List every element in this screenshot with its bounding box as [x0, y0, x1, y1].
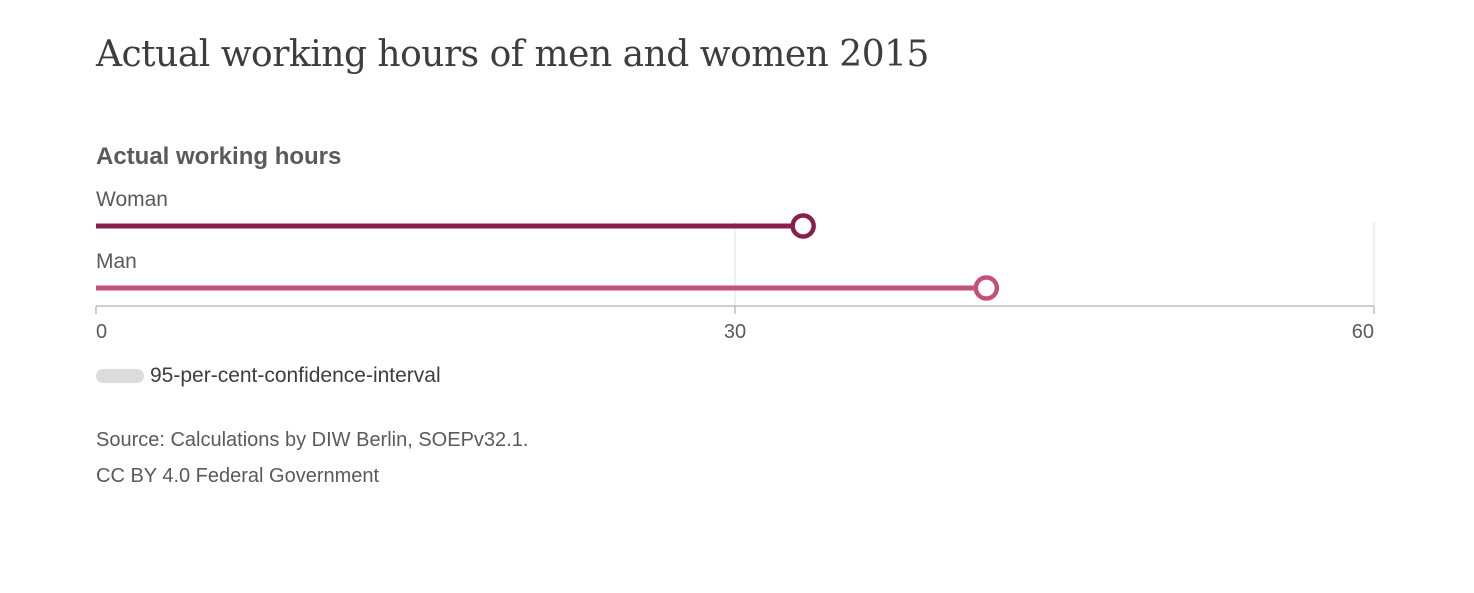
source-line: Source: Calculations by DIW Berlin, SOEP…: [96, 429, 529, 451]
x-tick-label: 0: [96, 321, 107, 343]
license-line: CC BY 4.0 Federal Government: [96, 465, 380, 487]
dot-bar-chart: 0 30 60 Woman Man: [95, 188, 1375, 343]
legend: 95-per-cent-confidence-interval: [96, 362, 441, 390]
legend-label: 95-per-cent-confidence-interval: [150, 364, 441, 387]
source-note: Source: Calculations by DIW Berlin, SOEP…: [96, 422, 528, 494]
data-point: [790, 213, 816, 239]
category-label: Woman: [96, 188, 168, 211]
data-point: [973, 275, 1000, 301]
category-label: Man: [96, 250, 137, 273]
chart-subtitle: Actual working hours: [96, 143, 342, 170]
chart-title: Actual working hours of men and women 20…: [96, 34, 929, 75]
legend-swatch-confidence-interval: [96, 369, 144, 383]
x-tick-label: 60: [1352, 321, 1374, 343]
x-tick-label: 30: [724, 321, 746, 343]
